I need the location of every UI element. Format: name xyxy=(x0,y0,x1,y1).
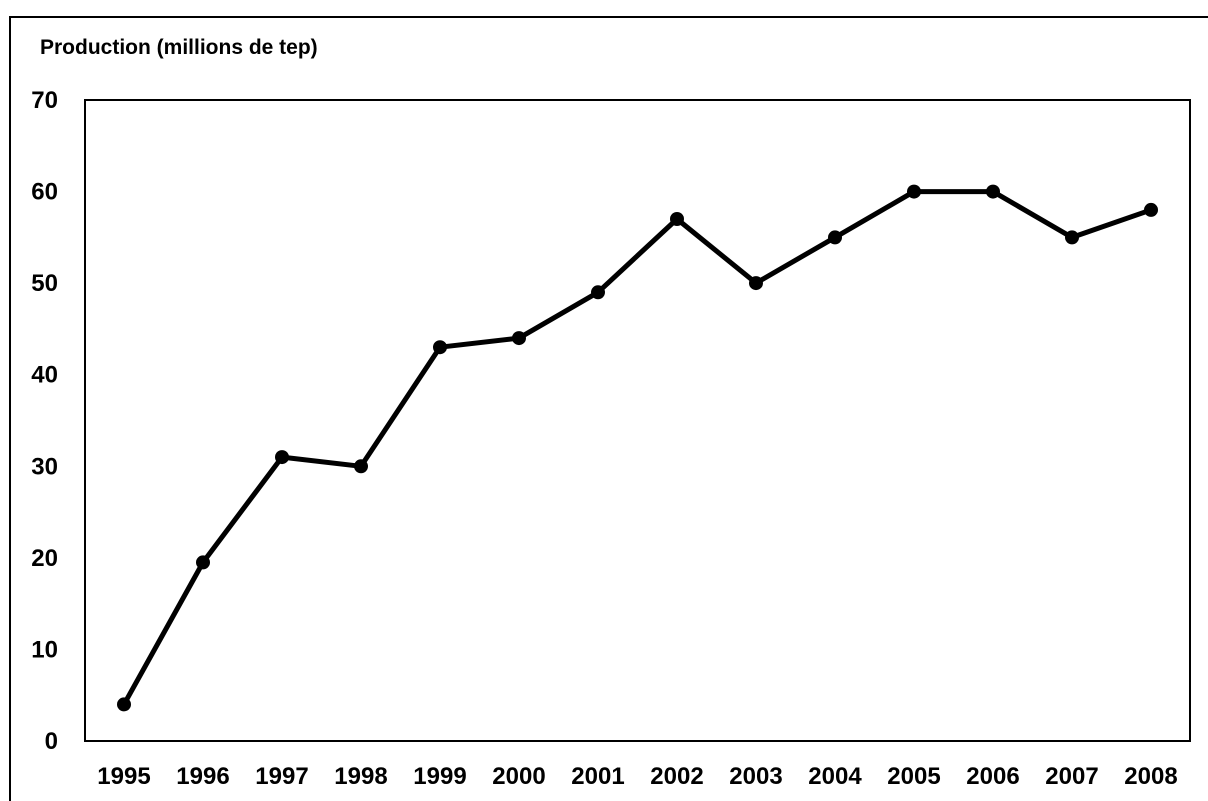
data-point xyxy=(196,555,210,570)
y-tick-label: 40 xyxy=(31,362,58,389)
x-tick-label: 1997 xyxy=(255,763,308,790)
data-point xyxy=(433,340,447,355)
y-tick-label: 10 xyxy=(31,636,58,663)
y-axis-title: Production (millions de tep) xyxy=(40,36,318,59)
data-point xyxy=(749,276,763,291)
x-tick-label: 2008 xyxy=(1124,763,1177,790)
x-tick-label: 2002 xyxy=(650,763,703,790)
x-tick-label: 2007 xyxy=(1045,763,1098,790)
y-tick-label: 30 xyxy=(31,453,58,480)
x-tick-labels: 1995 1996 1997 1998 1999 2000 2001 2002 2003 2004… xyxy=(97,763,1177,790)
x-tick-label: 2001 xyxy=(571,763,624,790)
data-point xyxy=(986,184,1000,199)
data-point xyxy=(670,212,684,226)
outer-frame xyxy=(9,16,1208,801)
data-point xyxy=(512,331,526,346)
x-tick-label: 2005 xyxy=(887,763,940,790)
y-tick-label: 0 xyxy=(45,728,58,755)
y-tick-label: 50 xyxy=(31,270,58,297)
y-tick-label: 70 xyxy=(31,87,58,114)
x-tick-label: 2000 xyxy=(492,763,545,790)
x-tick-label: 1998 xyxy=(334,763,387,790)
x-tick-label: 2004 xyxy=(808,763,862,790)
plot-area xyxy=(84,99,1191,742)
data-point xyxy=(1065,230,1079,245)
x-tick-label: 1999 xyxy=(413,763,466,790)
data-point xyxy=(591,285,605,300)
data-point xyxy=(117,697,131,712)
x-tick-label: 1995 xyxy=(97,763,150,790)
data-point xyxy=(828,230,842,245)
data-point xyxy=(275,450,289,465)
y-tick-label: 60 xyxy=(31,179,58,206)
y-tick-labels: 0 10 20 30 40 50 60 70 xyxy=(31,87,58,755)
series-layer xyxy=(117,184,1158,712)
y-tick-label: 20 xyxy=(31,545,58,572)
x-tick-label: 2003 xyxy=(729,763,782,790)
data-point xyxy=(1144,202,1158,217)
series-line xyxy=(121,189,1152,706)
x-tick-label: 2006 xyxy=(966,763,1019,790)
data-point xyxy=(907,184,921,199)
x-tick-label: 1996 xyxy=(176,763,229,790)
data-point xyxy=(354,459,368,474)
